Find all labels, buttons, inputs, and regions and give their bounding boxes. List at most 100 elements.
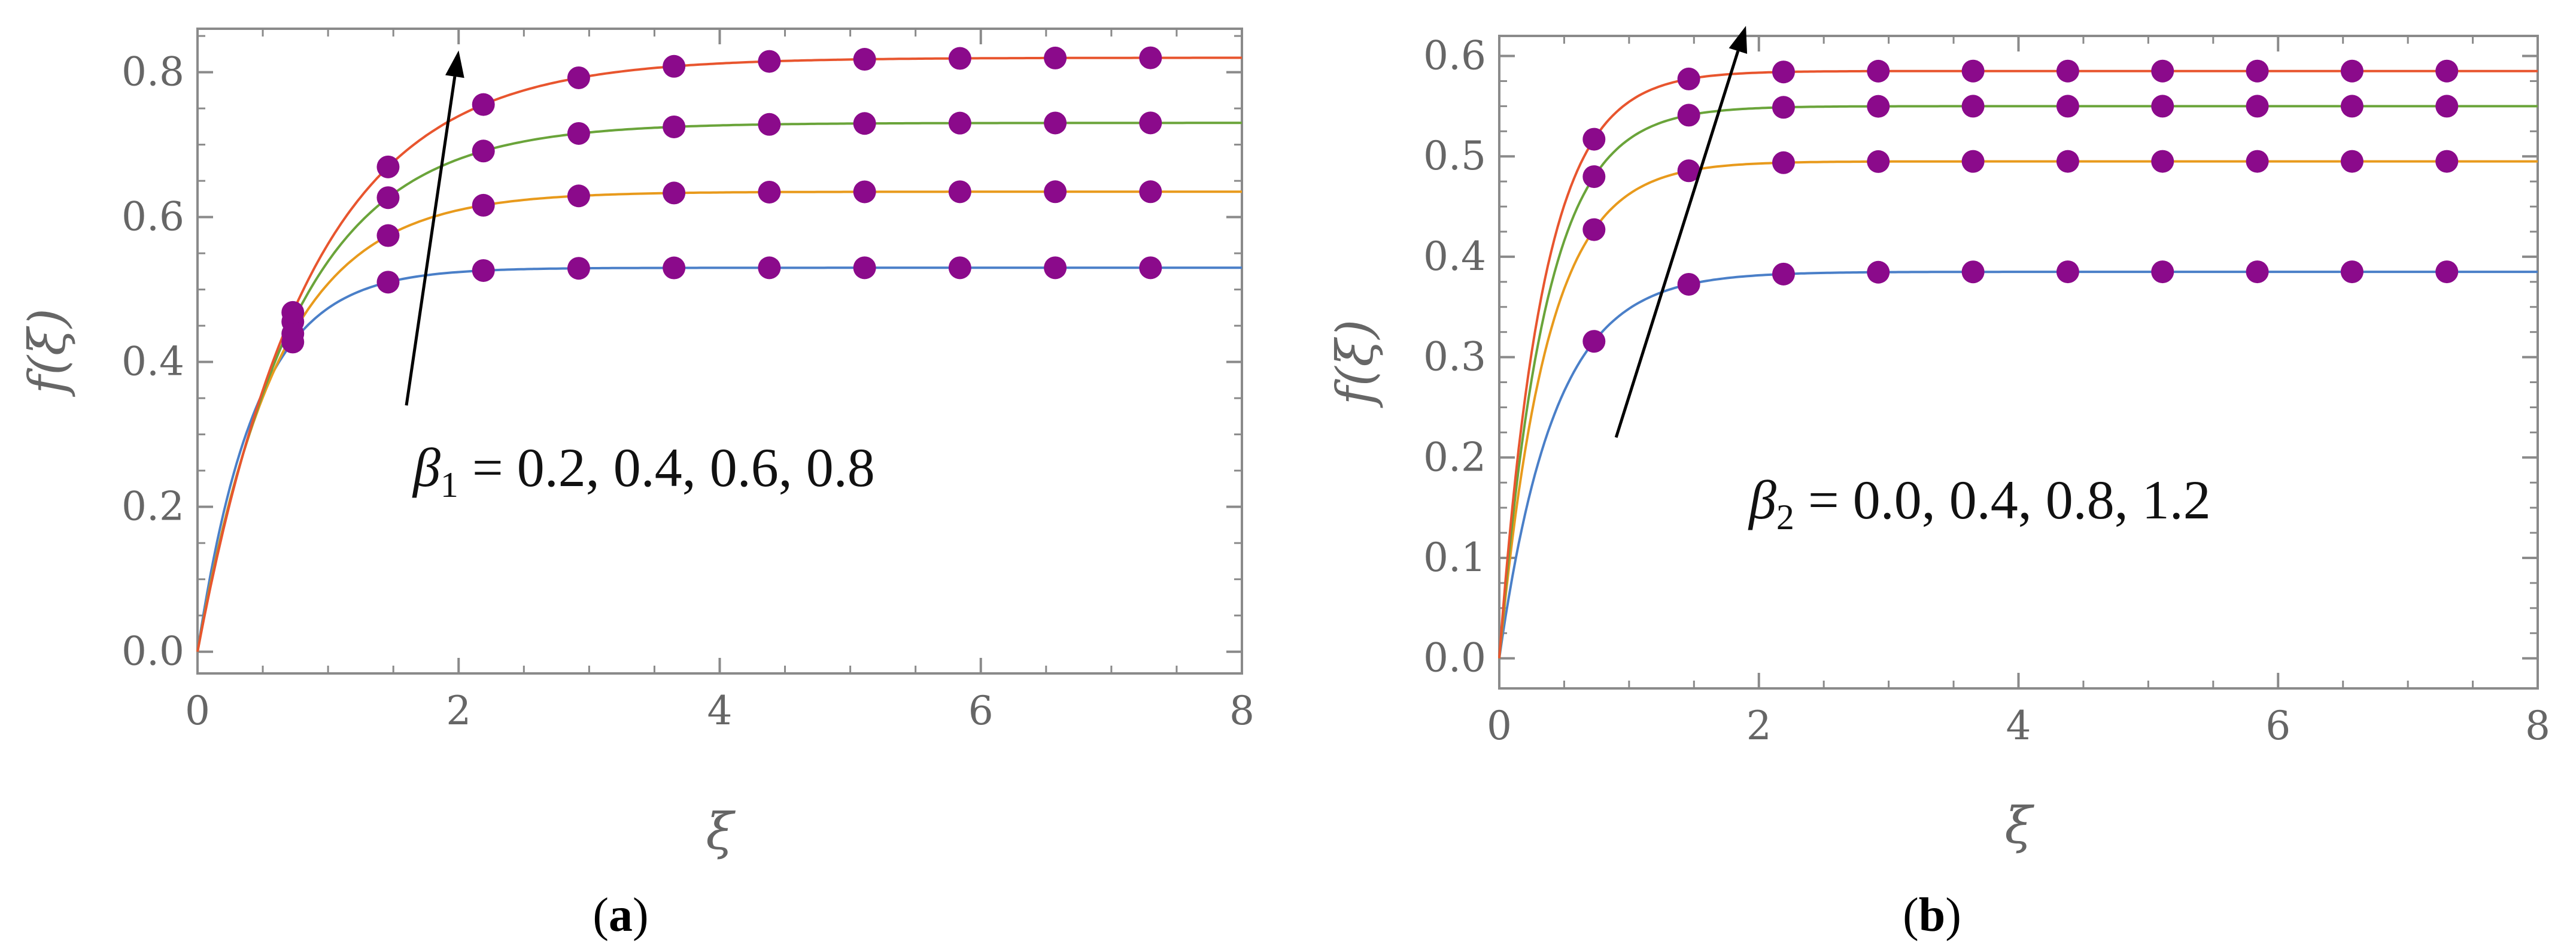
panel-b-data-point <box>1772 262 1795 286</box>
panel-a-data-point <box>758 50 781 73</box>
panel-b-annotation-values: = 0.0, 0.4, 0.8, 1.2 <box>1794 469 2211 530</box>
panel-b-ytick-label: 0.2 <box>1423 434 1486 480</box>
panel-a-data-point <box>948 256 971 280</box>
panel-b-data-point <box>2435 95 2459 118</box>
panel-a-xtick-label: 2 <box>446 688 471 734</box>
panel-b-plot-frame <box>1498 35 2539 690</box>
panel-b-data-point <box>1772 151 1795 174</box>
panel-b-data-point <box>1961 95 1985 118</box>
panel-a-data-point <box>567 184 590 208</box>
panel-b-xtick-label: 2 <box>1746 703 1772 749</box>
panel-b-data-point <box>1961 150 1985 173</box>
panel-b-data-point <box>2056 95 2079 118</box>
panel-b-data-point <box>2435 59 2459 83</box>
panel-a-series-line-0.4 <box>196 190 1242 652</box>
panel-b-ytick-label: 0.6 <box>1423 33 1486 79</box>
panel-a-data-point <box>376 186 400 210</box>
panel-b-data-point <box>1867 150 1890 173</box>
panel-b-letter: b <box>1919 889 1946 942</box>
panel-b-data-point <box>2435 260 2459 284</box>
chart-panel-b: β2 = 0.0, 0.4, 0.8, 1.2 (b) 0 2 4 6 80.00.10… <box>1326 26 2550 942</box>
panel-a-ytick-label: 0.0 <box>121 629 184 675</box>
panel-a-xtick-label: 6 <box>968 688 994 734</box>
panel-a-trend-arrow <box>405 76 457 406</box>
panel-a-data-point <box>948 47 971 70</box>
panel-a-y-axis-label: f(ξ) <box>18 308 77 397</box>
panel-a-data-point <box>1139 256 1162 280</box>
panel-b-ytick-label: 0.4 <box>1423 233 1486 280</box>
panel-b-x-axis-label: ξ <box>2004 796 2034 855</box>
panel-a-data-point <box>948 111 971 135</box>
panel-a-data-point <box>758 256 781 280</box>
panel-b-y-axis-label: f(ξ) <box>1326 320 1384 409</box>
panel-b-data-point <box>1677 159 1700 183</box>
panel-a-data-point <box>853 112 876 135</box>
panel-b-data-point <box>1867 95 1890 118</box>
panel-a-data-point <box>567 66 590 89</box>
panel-a-data-point <box>472 139 495 163</box>
panel-b-data-point <box>1677 272 1700 296</box>
panel-a-data-point <box>853 256 876 280</box>
panel-b-data-point <box>1867 59 1890 83</box>
panel-a-data-point <box>1044 46 1067 69</box>
panel-b-series-line-0.8 <box>1498 105 2538 658</box>
panel-b-data-point <box>1772 96 1795 119</box>
panel-b-trend-arrow-head <box>1729 26 1748 54</box>
panel-a-data-point <box>376 271 400 294</box>
panel-b-data-point <box>1582 128 1606 151</box>
panel-b-data-point <box>2151 150 2174 173</box>
panel-a-xtick-label: 8 <box>1229 688 1254 734</box>
panel-b-data-point <box>1772 60 1795 84</box>
panel-a-data-point <box>1139 46 1162 69</box>
panel-b-ytick-label: 0.0 <box>1423 635 1486 681</box>
chart-panel-a: β1 = 0.2, 0.4, 0.6, 0.8 (a) 0 2 4 6 8 0.0 0.2 0… <box>18 28 1254 942</box>
panel-b-xtick-label: 4 <box>2006 703 2031 749</box>
panel-a-ytick-label: 0.2 <box>121 484 184 530</box>
panel-a-xtick-label: 0 <box>185 688 210 734</box>
panel-b-xtick-label: 8 <box>2525 703 2550 749</box>
panel-b-series-line-1.2 <box>1498 69 2538 658</box>
panel-a-annotation-values: = 0.2, 0.4, 0.6, 0.8 <box>458 437 875 498</box>
panel-a-series-line-0.6 <box>196 122 1242 652</box>
panel-a-data-point <box>948 180 971 204</box>
panel-b-annotation-greek: β <box>1748 469 1776 530</box>
panel-b-data-point <box>1677 104 1700 127</box>
panel-b-annotation: β2 = 0.0, 0.4, 0.8, 1.2 <box>1748 469 2211 537</box>
panel-a-ytick-label: 0.8 <box>121 49 184 95</box>
panel-a-data-point <box>853 48 876 71</box>
panel-a-data-point <box>663 256 686 280</box>
panel-a-data-point <box>853 180 876 204</box>
panel-b-data-point <box>1961 260 1985 284</box>
panel-b-data-point <box>2340 59 2364 83</box>
panel-a-data-point <box>663 54 686 78</box>
panel-b-data-point <box>2340 150 2364 173</box>
panel-a-data-point <box>1044 111 1067 135</box>
panel-b-annotation-subscript: 2 <box>1776 497 1794 537</box>
panel-b-data-point <box>1677 67 1700 90</box>
panel-b-data-point <box>2056 150 2079 173</box>
panel-a-ytick-label: 0.6 <box>121 194 184 240</box>
panel-a-data-point <box>472 259 495 282</box>
panel-b-data-point <box>2056 59 2079 83</box>
panel-b-ytick-label: 0.3 <box>1423 334 1486 380</box>
panel-b-data-point <box>2340 260 2364 284</box>
panel-b-data-point <box>2151 260 2174 284</box>
panel-a-letter: a <box>609 889 633 942</box>
panel-a-annotation-greek: β <box>412 437 441 498</box>
panel-b-data-point <box>1582 165 1606 189</box>
panel-a-annotation-subscript: 1 <box>441 465 458 505</box>
panel-a-data-point <box>567 257 590 280</box>
panel-b-data-point <box>1961 59 1985 83</box>
panel-a-xtick-label: 4 <box>707 688 733 734</box>
panel-a-label: (a) <box>593 889 648 942</box>
panel-b-ytick-label: 0.5 <box>1423 133 1486 179</box>
panel-a-ytick-label: 0.4 <box>121 339 184 385</box>
panel-b-data-point <box>1867 260 1890 284</box>
panel-a-data-point <box>1044 256 1067 280</box>
panel-a-trend-arrow-head <box>445 50 464 78</box>
panel-a-x-axis-label: ξ <box>706 802 736 861</box>
panel-b-data-point <box>2246 150 2269 173</box>
panel-a-data-point <box>472 193 495 217</box>
panel-b-series-line-0.0 <box>1498 271 2538 658</box>
